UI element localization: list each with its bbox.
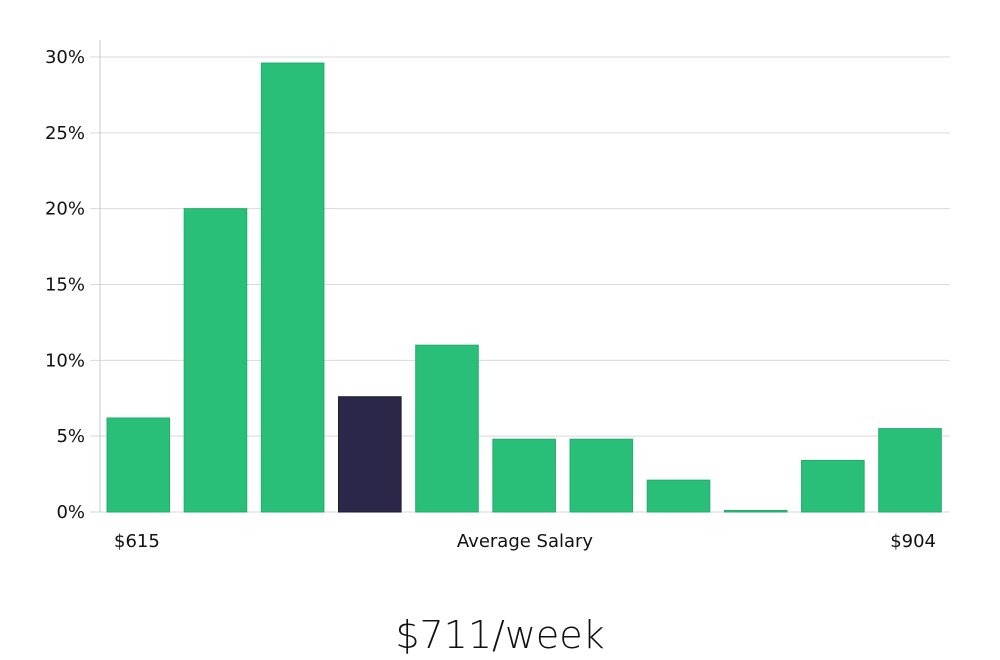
y-tick-label: 5% <box>56 426 85 447</box>
y-tick-label: 10% <box>45 350 85 371</box>
x-label-min: $615 <box>114 531 160 552</box>
bar <box>569 438 634 513</box>
y-tick-label: 30% <box>45 47 85 68</box>
bar-highlighted <box>338 396 402 513</box>
x-axis-title: Average Salary <box>457 531 594 552</box>
y-tick-label: 15% <box>45 275 85 296</box>
bar <box>646 479 711 513</box>
bar <box>801 459 865 513</box>
bar <box>878 428 942 513</box>
bar <box>260 62 325 513</box>
y-tick-label: 0% <box>56 502 85 523</box>
bar <box>723 509 788 513</box>
average-salary-headline: $711/week <box>395 613 604 657</box>
y-tick-labels: 0% 5% 10% 15% 20% 25% 30% <box>45 47 85 523</box>
bar <box>492 438 556 513</box>
x-label-max: $904 <box>890 531 936 552</box>
y-tick-label: 25% <box>45 123 85 144</box>
bar <box>183 208 248 513</box>
bar <box>106 417 171 513</box>
bar <box>415 344 479 513</box>
bars <box>106 62 942 513</box>
y-tick-label: 20% <box>45 199 85 220</box>
